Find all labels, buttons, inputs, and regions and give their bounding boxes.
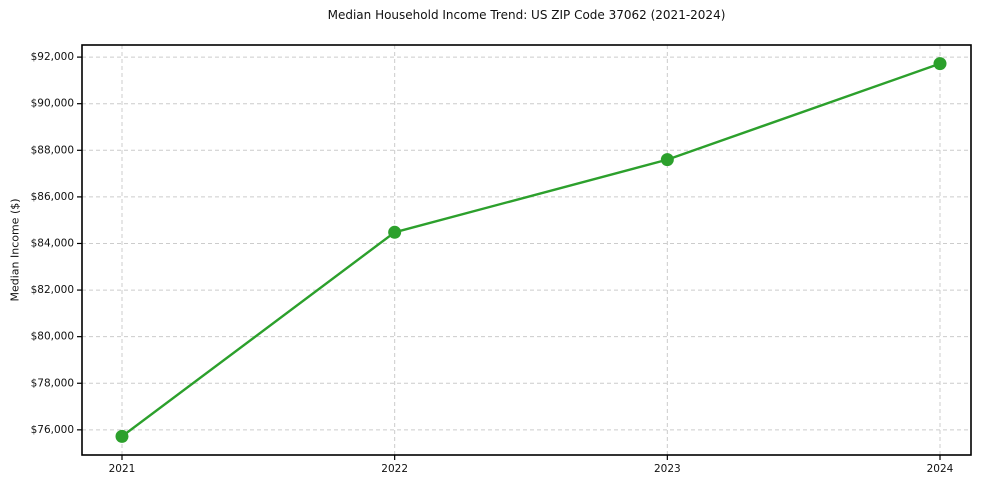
trend-line <box>120 62 942 438</box>
y-tick-label-88000: $88,000 <box>31 144 74 156</box>
y-tick-label-84000: $84,000 <box>31 237 74 249</box>
y-tick-label-86000: $86,000 <box>31 191 74 203</box>
data-point-2022 <box>388 225 402 239</box>
chart-title: Median Household Income Trend: US ZIP Co… <box>327 8 726 22</box>
x-tick-label-2024: 2024 <box>927 463 954 475</box>
y-tick-label-92000: $92,000 <box>31 51 74 63</box>
data-point-2023 <box>660 153 674 167</box>
data-point-2021 <box>115 429 129 443</box>
x-tick-label-2023: 2023 <box>654 463 681 475</box>
x-tick-label-2022: 2022 <box>381 463 408 475</box>
y-tick-label-76000: $76,000 <box>31 424 74 436</box>
y-tick-label-78000: $78,000 <box>31 377 74 389</box>
y-tick-label-82000: $82,000 <box>31 284 74 296</box>
y-tick-label-80000: $80,000 <box>31 331 74 343</box>
x-tick-label-2021: 2021 <box>109 463 136 475</box>
y-tick-label-90000: $90,000 <box>31 98 74 110</box>
plot-border <box>81 44 972 456</box>
data-point-2024 <box>933 57 947 71</box>
